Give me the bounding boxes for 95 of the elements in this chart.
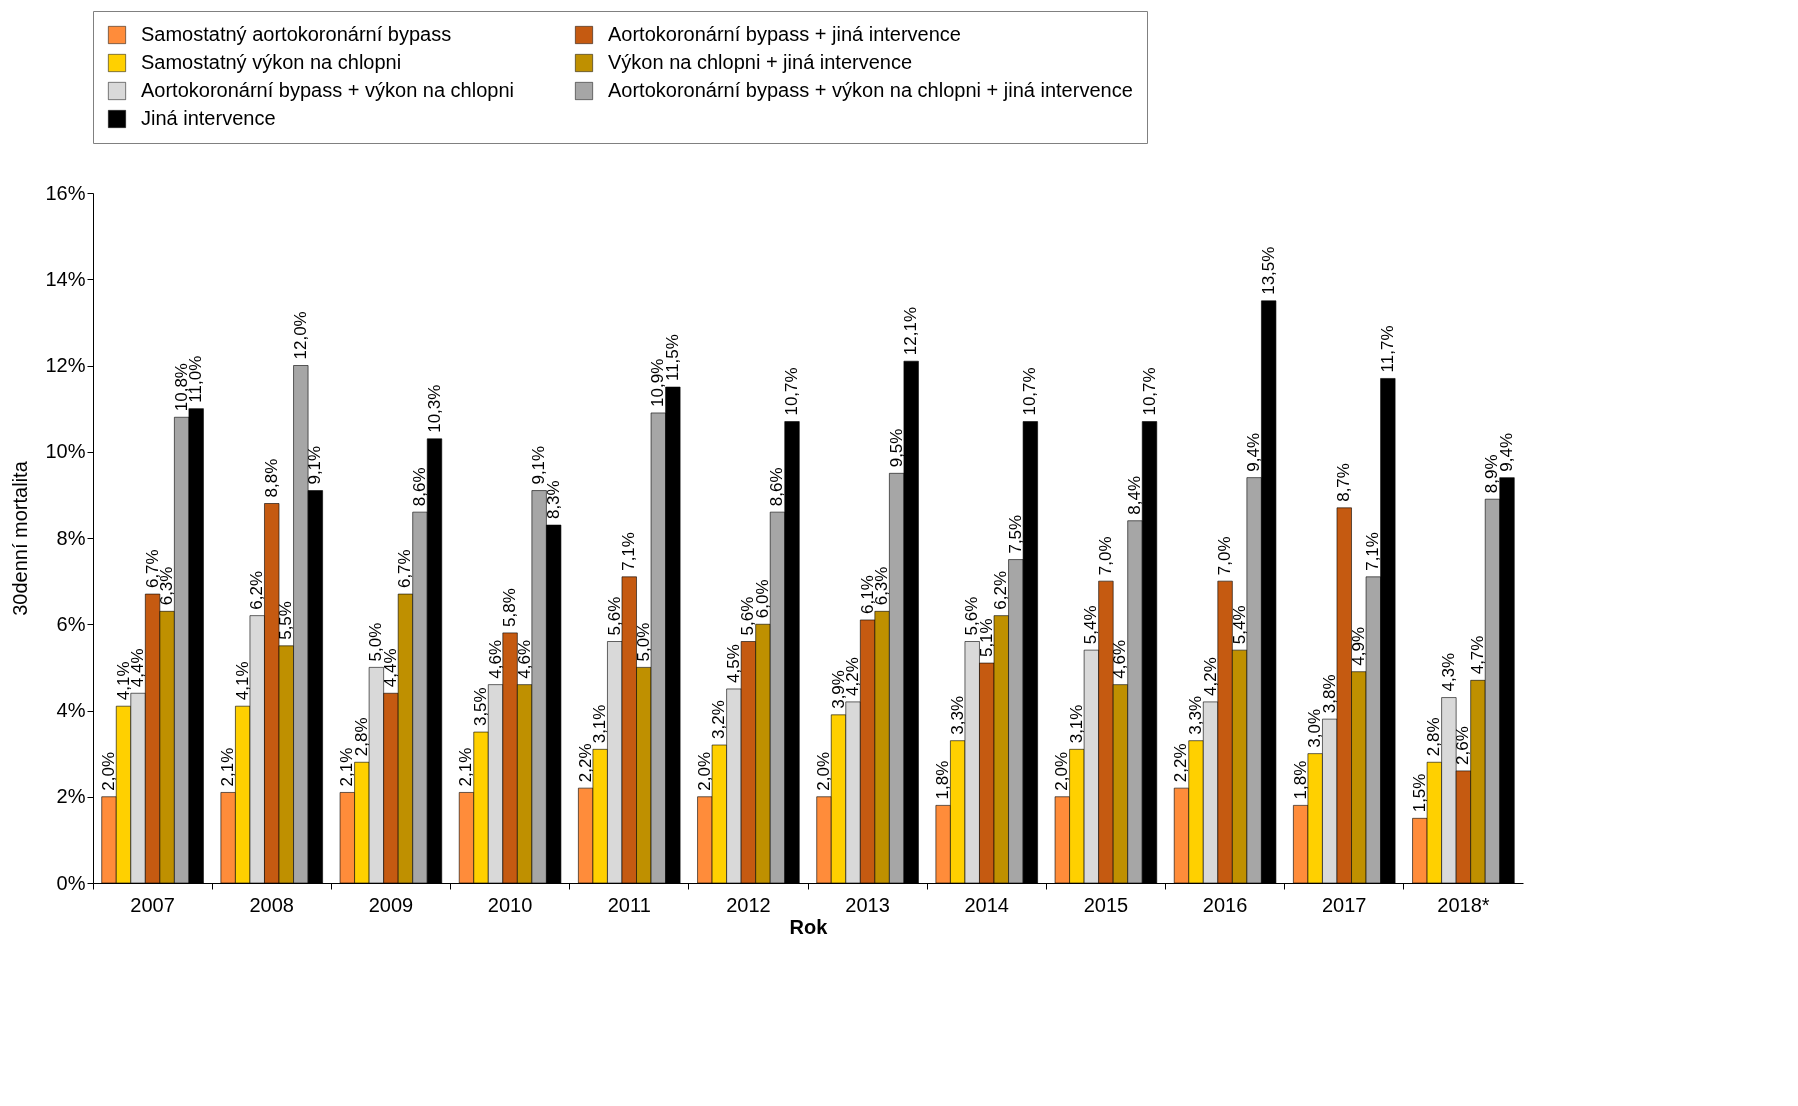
data-label: 7,5% <box>1005 514 1025 554</box>
y-tick-label: 10% <box>45 440 86 463</box>
y-tick-label: 0% <box>56 871 86 894</box>
data-label: 9,4% <box>1497 432 1517 472</box>
data-label: 4,1% <box>232 661 252 701</box>
data-label: 1,5% <box>1409 773 1429 813</box>
data-label: 3,1% <box>1066 704 1086 744</box>
data-label: 2,0% <box>1052 752 1072 791</box>
x-tick-label: 2011 <box>607 893 651 916</box>
data-label: 3,1% <box>590 704 610 744</box>
data-label: 9,5% <box>886 428 906 468</box>
x-tick-label: 2013 <box>845 893 890 916</box>
data-label: 12,1% <box>901 306 921 356</box>
data-label: 4,6% <box>1110 639 1130 679</box>
y-tick-label: 2% <box>56 785 86 808</box>
data-label: 12,0% <box>290 311 310 360</box>
y-tick-label: 4% <box>56 699 86 721</box>
y-axis-title: 30denní mortalita <box>9 460 32 616</box>
data-label: 9,1% <box>305 445 325 485</box>
data-label: 5,6% <box>604 596 624 636</box>
x-tick-label: 2017 <box>1322 893 1367 916</box>
data-label: 2,1% <box>456 747 476 787</box>
data-label: 6,2% <box>991 570 1011 610</box>
y-tick-label: 14% <box>45 267 86 290</box>
data-label: 8,8% <box>261 458 281 498</box>
data-label: 2,0% <box>813 752 833 791</box>
data-label: 2,8% <box>351 717 371 757</box>
data-label: 10,7% <box>782 367 802 416</box>
x-axis-title: Rok <box>789 915 829 938</box>
data-label: 4,5% <box>723 644 743 683</box>
x-tick-label: 2015 <box>1083 893 1129 916</box>
x-tick-label: 2010 <box>487 893 533 916</box>
data-label: 2,6% <box>1453 726 1473 765</box>
data-label: 3,3% <box>1186 695 1206 735</box>
data-label: 8,3% <box>543 480 563 520</box>
data-label: 2,0% <box>694 752 714 791</box>
legend-label: Aortokoronární bypass + výkon na chlopni <box>141 79 514 101</box>
data-label: 2,8% <box>1424 717 1444 757</box>
data-label: 7,0% <box>1095 536 1115 576</box>
data-label: 11,7% <box>1377 325 1397 373</box>
legend-label: Samostatný aortokoronární bypass <box>141 23 452 45</box>
x-tick-label: 2009 <box>368 893 414 916</box>
y-tick-label: 12% <box>45 354 86 376</box>
data-label: 5,0% <box>633 622 653 662</box>
data-label: 13,5% <box>1258 246 1278 295</box>
data-label: 3,2% <box>709 700 729 739</box>
data-label: 6,2% <box>247 570 267 610</box>
x-tick-label: 2018* <box>1437 893 1490 916</box>
data-label: 5,5% <box>276 601 296 640</box>
data-label: 4,7% <box>1467 635 1487 675</box>
x-tick-label: 2012 <box>726 893 771 916</box>
data-label: 9,4% <box>1244 432 1264 472</box>
x-tick-label: 2016 <box>1202 893 1248 916</box>
data-label: 2,2% <box>575 743 595 783</box>
legend-label: Jiná intervence <box>141 107 276 129</box>
data-label: 3,5% <box>471 687 491 727</box>
data-label: 8,6% <box>409 467 429 507</box>
data-label: 6,0% <box>752 579 772 619</box>
legend-label: Výkon na chlopni + jiná intervence <box>608 51 913 73</box>
data-label: 4,9% <box>1348 626 1368 666</box>
data-label: 5,4% <box>1081 605 1101 645</box>
y-tick-label: 8% <box>56 526 86 549</box>
data-label: 4,6% <box>514 639 534 679</box>
data-label: 4,2% <box>843 657 863 696</box>
data-label: 3,3% <box>947 695 967 735</box>
data-label: 4,3% <box>1438 652 1458 692</box>
data-label: 2,2% <box>1171 743 1191 783</box>
data-label: 5,4% <box>1229 605 1249 645</box>
data-label: 4,1% <box>113 661 133 701</box>
data-label: 7,1% <box>1363 532 1383 571</box>
x-tick-label: 2008 <box>249 893 294 916</box>
data-label: 10,3% <box>424 384 444 433</box>
data-label: 8,4% <box>1124 476 1144 515</box>
data-label: 3,8% <box>1319 674 1339 714</box>
data-label: 10,7% <box>1139 367 1159 416</box>
data-label: 4,6% <box>485 639 505 679</box>
data-label: 8,7% <box>1334 463 1354 502</box>
data-label: 10,7% <box>1020 367 1040 416</box>
data-label: 6,7% <box>395 549 415 589</box>
data-label: 4,2% <box>1200 657 1220 696</box>
legend-label: Aortokoronární bypass + výkon na chlopni + jiná intervence <box>608 79 1133 101</box>
data-label: 1,8% <box>1290 760 1310 800</box>
y-tick-label: 16% <box>45 181 86 204</box>
x-tick-label: 2014 <box>964 893 1009 916</box>
y-tick-label: 6% <box>56 612 86 635</box>
data-label: 5,8% <box>500 588 520 627</box>
legend-label: Aortokoronární bypass + jiná intervence <box>608 23 961 45</box>
x-tick-label: 2007 <box>130 893 175 916</box>
data-label: 7,1% <box>619 532 639 571</box>
data-label: 7,0% <box>1215 536 1235 576</box>
data-label: 8,6% <box>767 467 787 507</box>
data-label: 2,0% <box>98 752 118 791</box>
data-label: 2,1% <box>218 747 238 787</box>
legend-label: Samostatný výkon na chlopni <box>141 51 402 73</box>
data-label: 1,8% <box>933 760 953 800</box>
